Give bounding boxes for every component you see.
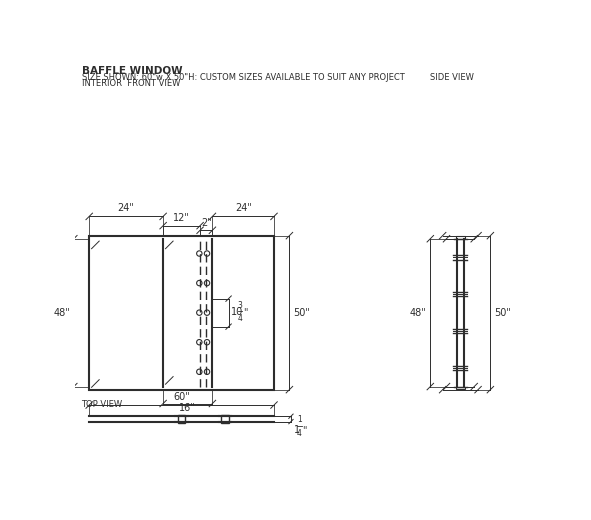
Text: 1: 1 — [294, 425, 300, 435]
Bar — [221, 415, 229, 423]
Text: INTERIOR  FRONT VIEW: INTERIOR FRONT VIEW — [82, 79, 180, 87]
Text: 50": 50" — [293, 308, 310, 318]
Text: ": " — [243, 307, 248, 317]
Text: TOP VIEW: TOP VIEW — [82, 400, 123, 409]
Text: 16": 16" — [180, 403, 196, 413]
Text: 48": 48" — [410, 308, 427, 318]
Text: ": " — [303, 425, 307, 435]
Text: SIDE VIEW: SIDE VIEW — [430, 73, 473, 82]
Text: 60": 60" — [173, 392, 190, 402]
Text: 10: 10 — [231, 307, 243, 317]
Text: 3: 3 — [238, 301, 242, 309]
Text: 50": 50" — [494, 308, 511, 318]
Bar — [178, 415, 186, 423]
Text: 24": 24" — [235, 203, 252, 213]
Text: 24": 24" — [118, 203, 135, 213]
Bar — [456, 237, 465, 239]
Bar — [456, 386, 465, 389]
Text: BAFFLE WINDOW: BAFFLE WINDOW — [82, 66, 182, 76]
Text: 48": 48" — [53, 308, 70, 318]
Text: 4: 4 — [297, 428, 302, 437]
Text: 12": 12" — [173, 213, 190, 223]
Text: 1: 1 — [297, 415, 302, 424]
Text: 4: 4 — [238, 314, 242, 323]
Text: 2": 2" — [201, 218, 212, 228]
Bar — [89, 236, 274, 389]
Text: SIZE SHOWN: 60"w X 50"H: CUSTOM SIZES AVAILABLE TO SUIT ANY PROJECT: SIZE SHOWN: 60"w X 50"H: CUSTOM SIZES AV… — [82, 73, 404, 82]
